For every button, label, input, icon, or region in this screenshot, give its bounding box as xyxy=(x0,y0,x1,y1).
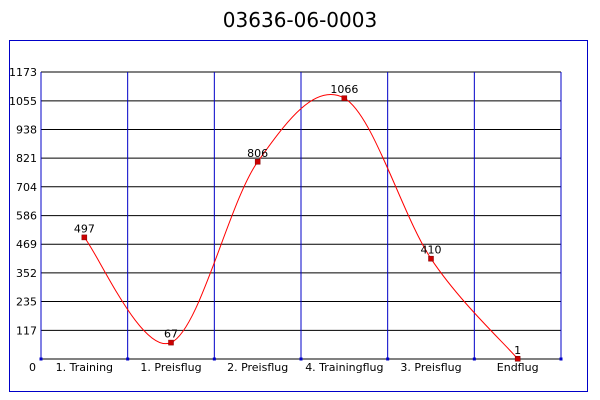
x-axis-tick-mark xyxy=(386,357,390,361)
x-tick-label: 2. Preisflug xyxy=(227,361,288,374)
y-tick-label: 0 xyxy=(29,361,36,374)
data-label: 497 xyxy=(74,222,95,235)
data-label: 67 xyxy=(164,328,178,341)
data-label: 410 xyxy=(421,244,442,257)
y-tick-label: 938 xyxy=(16,123,37,136)
data-label: 806 xyxy=(247,147,268,160)
data-label: 1066 xyxy=(330,83,358,96)
x-axis-tick-mark xyxy=(472,357,476,361)
data-point xyxy=(254,159,261,165)
x-axis-tick-mark xyxy=(212,357,216,361)
x-tick-label: 4. Trainingflug xyxy=(305,361,383,374)
data-point xyxy=(168,339,174,346)
y-tick-label: 235 xyxy=(16,296,37,309)
x-axis-tick-mark xyxy=(559,357,563,361)
series-line xyxy=(83,93,519,360)
y-tick-label: 469 xyxy=(16,238,37,251)
y-tick-label: 821 xyxy=(16,152,37,165)
x-axis-tick-mark xyxy=(126,357,130,361)
data-point xyxy=(81,234,88,241)
x-tick-label: 1. Preisflug xyxy=(140,361,201,374)
x-tick-label: 3. Preisflug xyxy=(400,361,461,374)
data-point xyxy=(341,95,348,101)
y-tick-label: 704 xyxy=(16,181,37,194)
y-tick-label: 1055 xyxy=(9,95,37,108)
y-tick-label: 1173 xyxy=(9,66,37,79)
data-label: 1 xyxy=(514,344,521,357)
y-tick-label: 117 xyxy=(16,324,37,337)
x-axis-tick-mark xyxy=(39,357,43,361)
chart-frame xyxy=(9,40,588,392)
x-axis-tick-mark xyxy=(299,357,303,361)
chart-title: 03636-06-0003 xyxy=(222,8,378,32)
data-point xyxy=(428,255,434,262)
x-tick-label: 1. Training xyxy=(56,361,113,374)
y-tick-label: 586 xyxy=(16,210,37,223)
y-tick-label: 352 xyxy=(16,267,37,280)
x-tick-label: Endflug xyxy=(497,361,539,374)
data-point xyxy=(514,356,521,362)
